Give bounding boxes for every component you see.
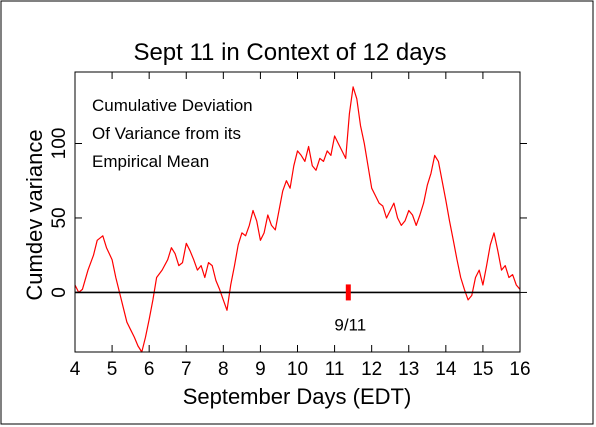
y-axis-label: Cumdev variance: [22, 129, 47, 300]
annotation-line: Empirical Mean: [92, 152, 209, 171]
x-tick-label: 14: [435, 359, 457, 380]
x-tick-label: 15: [472, 359, 493, 380]
x-tick-label: 9: [255, 359, 266, 380]
x-tick-label: 10: [287, 359, 308, 380]
x-tick-label: 11: [325, 359, 345, 380]
x-tick-label: 7: [181, 359, 192, 380]
event-marker: [345, 284, 351, 301]
chart-title: Sept 11 in Context of 12 days: [133, 39, 446, 66]
x-axis-label: September Days (EDT): [183, 384, 412, 409]
x-tick-label: 16: [509, 359, 530, 380]
x-tick-label: 5: [107, 359, 118, 380]
chart-annotation: Cumulative Deviation Of Variance from its…: [92, 96, 253, 171]
annotation-line: Of Variance from its: [92, 124, 241, 143]
event-marker-label: 9/11: [334, 315, 366, 334]
y-tick-label: 50: [49, 207, 70, 228]
y-tick-label: 0: [49, 287, 70, 298]
x-tick-label: 4: [70, 359, 81, 380]
annotation-line: Cumulative Deviation: [92, 96, 253, 115]
x-tick-label: 13: [398, 359, 419, 380]
x-tick-label: 12: [361, 359, 382, 380]
x-tick-label: 8: [218, 359, 229, 380]
x-tick-label: 6: [144, 359, 155, 380]
y-tick-label: 100: [49, 128, 70, 160]
axes-layer: 4 5 6 7 8 9 10 11 12 13 14 15 16 0 50 100 9/11: [49, 71, 531, 380]
series-layer: [74, 86, 521, 353]
series-line-0: [74, 86, 521, 353]
